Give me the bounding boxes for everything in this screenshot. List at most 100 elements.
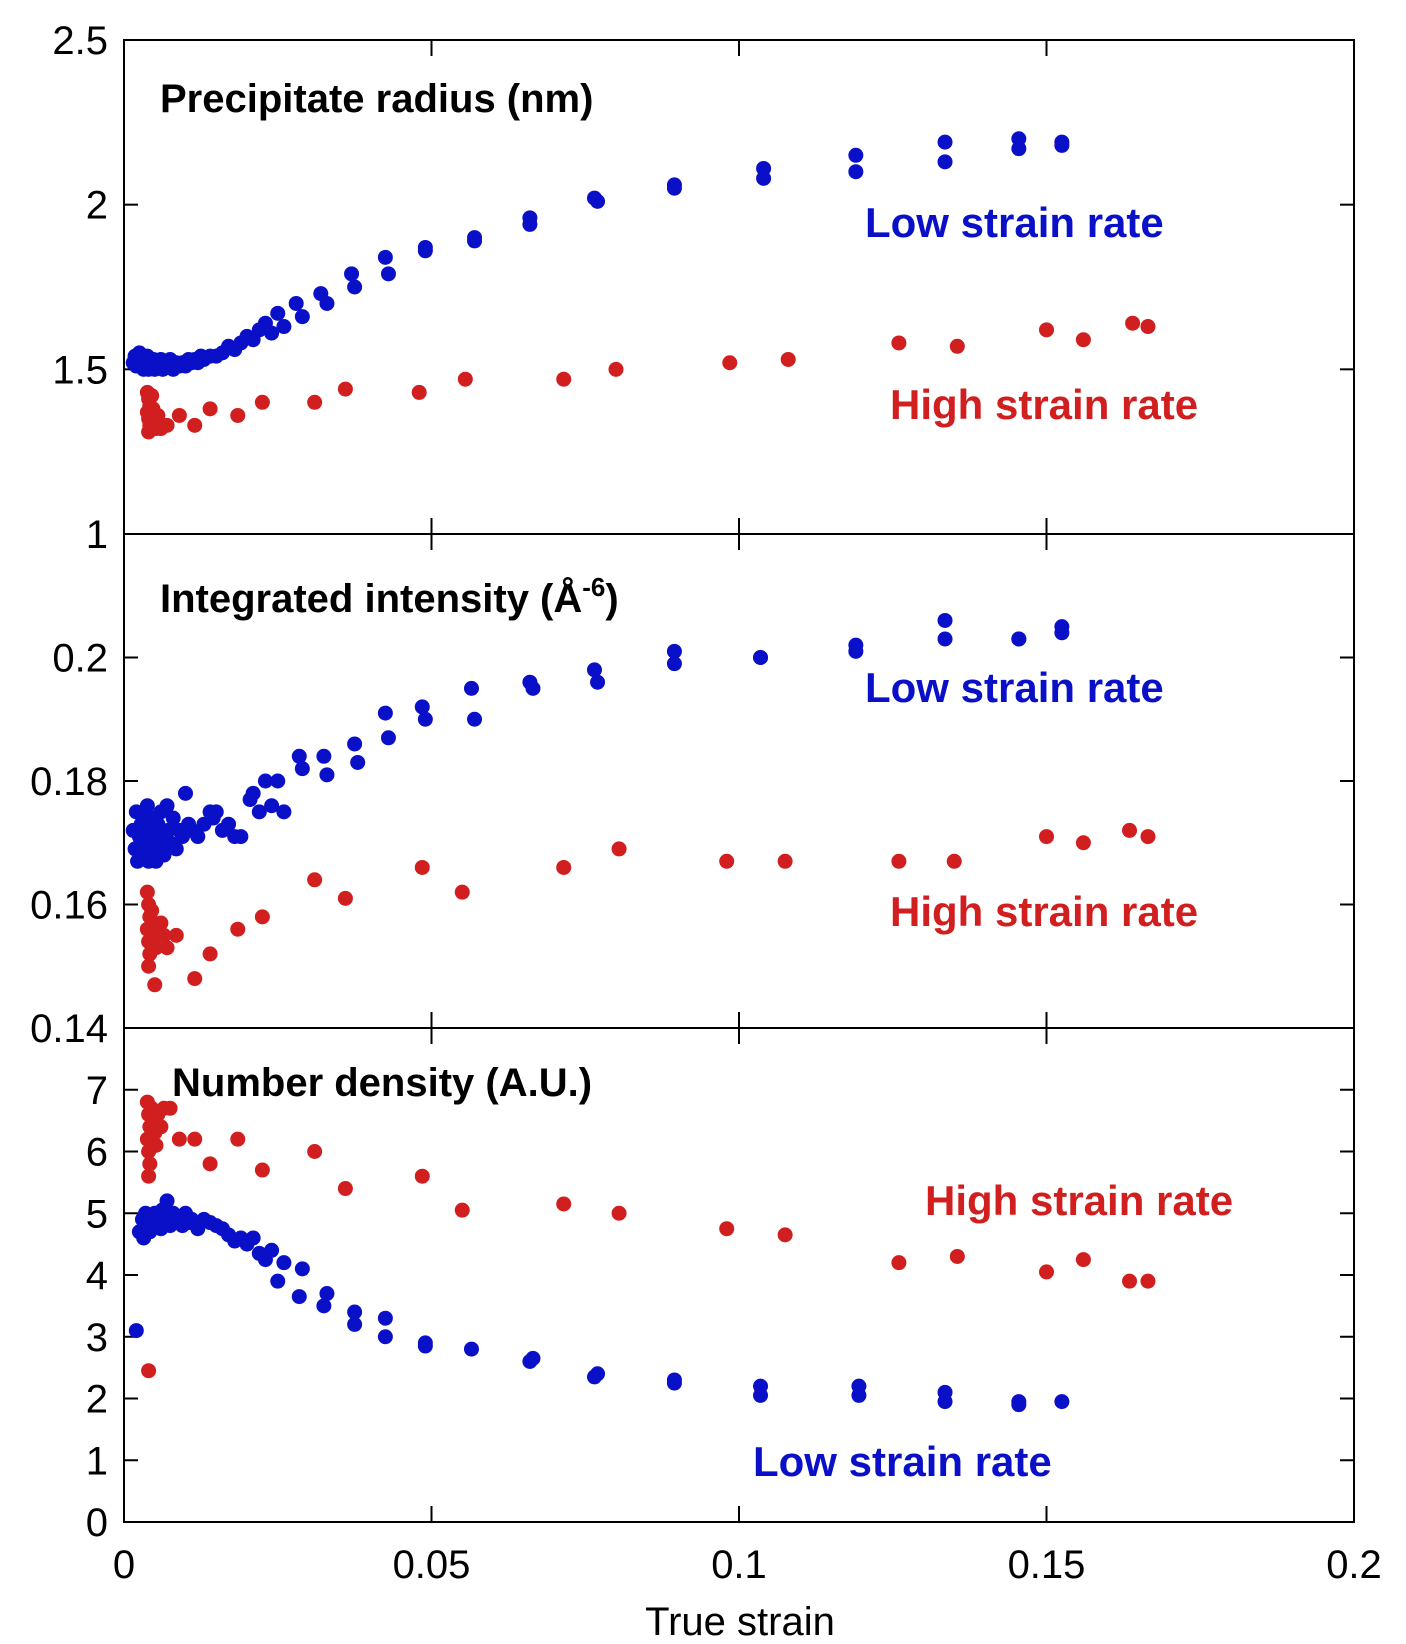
data-point — [937, 631, 953, 647]
data-point — [168, 927, 184, 943]
series-label: Low strain rate — [865, 199, 1164, 246]
data-point — [141, 1168, 157, 1184]
data-point — [414, 699, 430, 715]
data-point — [319, 767, 335, 783]
data-point — [190, 829, 206, 845]
data-point — [294, 1261, 310, 1277]
data-point — [463, 680, 479, 696]
series-label: High strain rate — [890, 888, 1198, 935]
data-point — [1054, 625, 1070, 641]
x-tick-label: 0.15 — [1008, 1543, 1086, 1587]
data-point — [316, 1298, 332, 1314]
y-tick-label: 1 — [86, 513, 108, 557]
data-point — [347, 1316, 363, 1332]
x-tick-label: 0.1 — [711, 1543, 767, 1587]
data-point — [937, 154, 953, 170]
y-tick-label: 1 — [86, 1439, 108, 1483]
data-point — [777, 1227, 793, 1243]
data-point — [347, 1304, 363, 1320]
data-point — [417, 1338, 433, 1354]
data-point — [1054, 1394, 1070, 1410]
data-point — [144, 903, 160, 919]
data-point — [377, 1329, 393, 1345]
series-high — [139, 315, 1156, 440]
data-point — [937, 612, 953, 628]
data-point — [1125, 315, 1141, 331]
data-point — [1011, 141, 1027, 157]
data-point — [454, 884, 470, 900]
data-point — [156, 847, 172, 863]
data-point — [153, 915, 169, 931]
data-point — [208, 804, 224, 820]
panel-title: Integrated intensity (Å-6) — [160, 572, 619, 621]
data-point — [337, 1181, 353, 1197]
data-point — [666, 643, 682, 659]
data-point — [414, 859, 430, 875]
data-point — [590, 1366, 606, 1382]
data-point — [307, 1144, 323, 1159]
y-tick-label: 4 — [86, 1254, 108, 1298]
y-tick-label: 1.5 — [52, 348, 108, 392]
data-point — [233, 829, 249, 845]
data-point — [156, 927, 172, 943]
data-point — [777, 853, 793, 869]
data-point — [148, 940, 164, 956]
data-point — [417, 243, 433, 259]
data-point — [230, 921, 246, 937]
y-tick-label: 5 — [86, 1192, 108, 1236]
data-point — [230, 407, 246, 423]
data-point — [937, 134, 953, 150]
data-point — [230, 1131, 246, 1147]
data-point — [666, 656, 682, 672]
data-point — [159, 417, 175, 433]
y-tick-label: 0 — [86, 1501, 108, 1545]
data-point — [160, 822, 176, 838]
data-point — [467, 233, 483, 249]
data-point — [937, 1384, 953, 1400]
data-point — [946, 853, 962, 869]
series-label: High strain rate — [890, 381, 1198, 428]
data-point — [848, 164, 864, 180]
data-point — [142, 1156, 158, 1172]
data-point — [1011, 631, 1027, 647]
data-point — [276, 319, 292, 335]
series-high — [139, 822, 1156, 993]
data-point — [187, 1131, 203, 1147]
data-point — [1140, 829, 1156, 845]
data-point — [556, 371, 572, 387]
y-tick-label: 7 — [86, 1069, 108, 1113]
data-point — [128, 1323, 144, 1339]
data-point — [264, 798, 280, 814]
data-point — [719, 853, 735, 869]
data-point — [171, 407, 187, 423]
data-point — [159, 940, 175, 956]
y-tick-label: 2 — [86, 184, 108, 228]
data-point — [1075, 835, 1091, 851]
data-point — [1039, 829, 1054, 845]
data-point — [454, 1202, 470, 1218]
data-point — [307, 394, 323, 410]
data-point — [525, 680, 541, 696]
data-point — [307, 872, 323, 888]
data-point — [380, 730, 396, 746]
panel-title: Number density (A.U.) — [172, 1061, 592, 1105]
x-tick-label: 0 — [113, 1543, 135, 1587]
data-point — [522, 216, 538, 232]
data-point — [257, 773, 273, 789]
data-point — [264, 1242, 280, 1258]
data-point — [1140, 319, 1156, 335]
y-tick-label: 2.5 — [52, 19, 108, 63]
data-point — [1122, 822, 1138, 838]
data-point — [1075, 332, 1091, 348]
data-point — [148, 1137, 164, 1153]
data-point — [294, 309, 310, 325]
data-point — [270, 305, 286, 321]
data-point — [350, 754, 366, 770]
data-point — [165, 810, 181, 826]
data-point — [891, 1255, 907, 1271]
data-point — [753, 650, 769, 665]
data-point — [377, 249, 393, 265]
data-point — [288, 295, 304, 311]
data-point — [611, 1205, 627, 1221]
data-point — [319, 1286, 335, 1302]
